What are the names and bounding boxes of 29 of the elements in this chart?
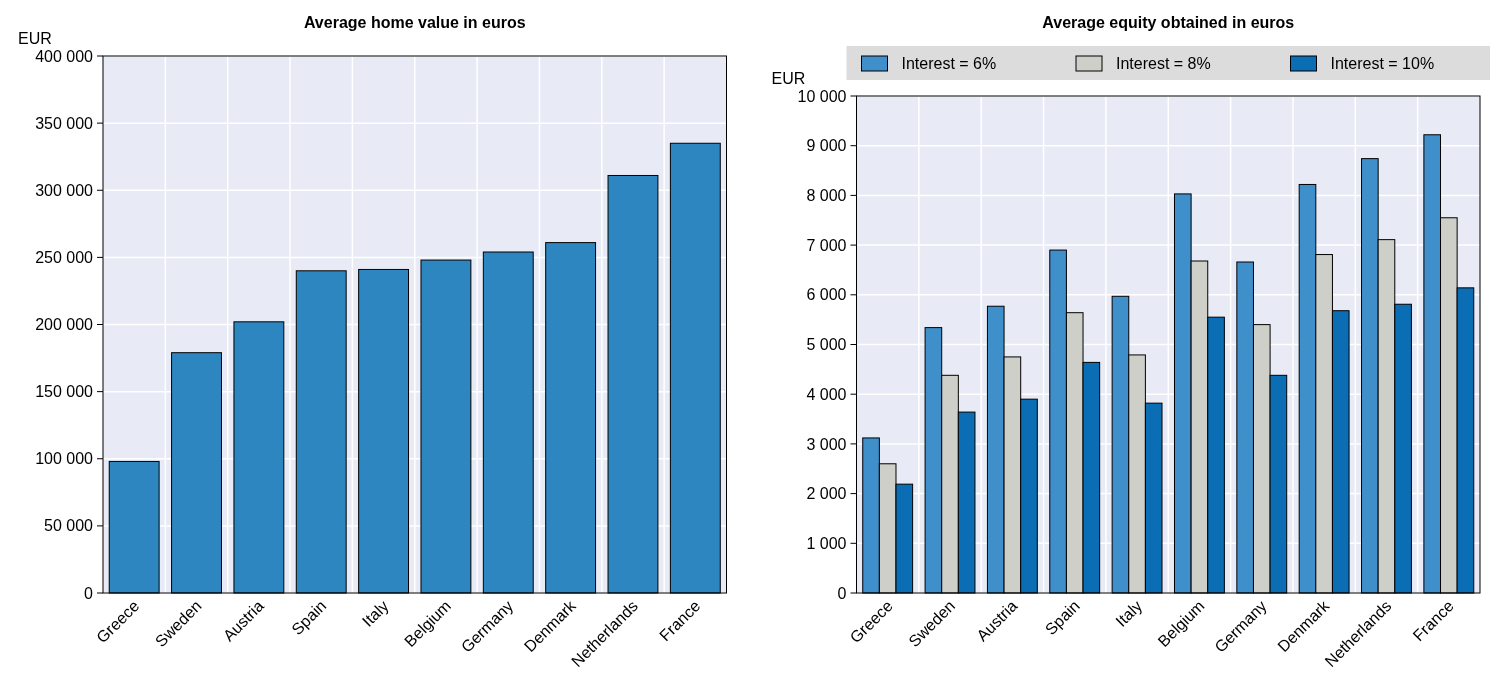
y-tick-label: 8 000 <box>806 187 847 204</box>
y-tick-label: 0 <box>84 584 94 602</box>
y-tick-label: 9 000 <box>806 137 847 155</box>
chart-title: Average home value in euros <box>303 14 526 31</box>
y-tick-label: 400 000 <box>35 47 94 65</box>
x-tick-label: Italy <box>1112 597 1146 630</box>
chart-title: Average equity obtained in euros <box>1042 14 1295 31</box>
y-tick-label: 0 <box>837 584 847 602</box>
y-tick-label: 250 000 <box>35 248 94 266</box>
y-tick-label: 7 000 <box>806 236 847 254</box>
y-tick-label: 150 000 <box>35 383 94 401</box>
y-axis-title: EUR <box>771 70 806 87</box>
legend-label: Interest = 10% <box>1330 55 1435 72</box>
y-tick-label: 5 000 <box>806 336 847 354</box>
y-tick-label: 3 000 <box>806 435 847 453</box>
y-tick-label: 200 000 <box>35 316 94 334</box>
y-tick-label: 6 000 <box>806 286 847 304</box>
y-tick-label: 4 000 <box>806 385 847 403</box>
y-tick-label: 2 000 <box>806 485 847 503</box>
x-tick-label: Italy <box>358 597 392 630</box>
y-tick-label: 100 000 <box>35 450 94 468</box>
y-tick-label: 1 000 <box>806 534 847 552</box>
y-axis-title: EUR <box>18 30 52 47</box>
y-tick-label: 350 000 <box>35 114 94 132</box>
legend-label: Interest = 6% <box>901 55 997 72</box>
y-tick-label: 300 000 <box>35 181 94 199</box>
legend-label: Interest = 8% <box>1116 55 1211 72</box>
y-tick-label: 10 000 <box>797 87 847 105</box>
y-tick-label: 50 000 <box>44 517 94 535</box>
